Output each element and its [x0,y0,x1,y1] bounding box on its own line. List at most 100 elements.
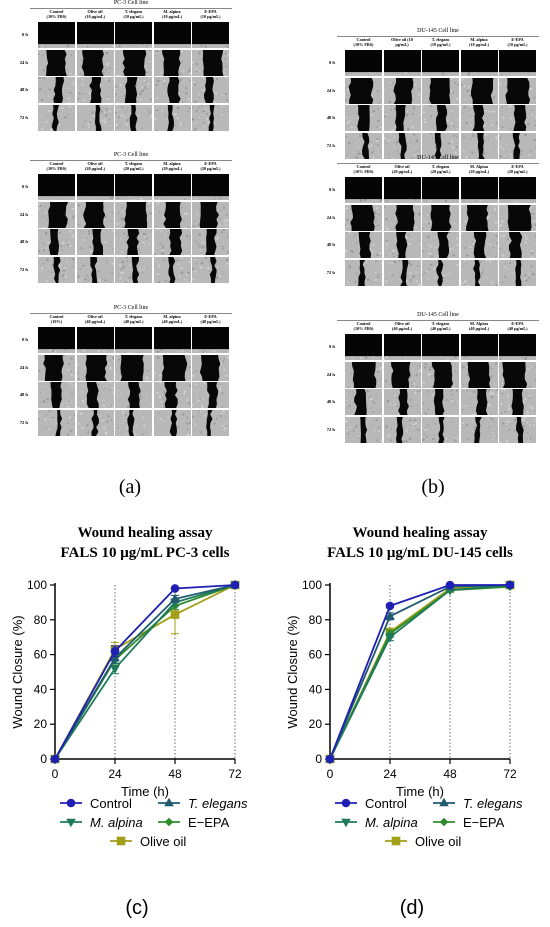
data-point [170,593,180,603]
micrograph-image [345,259,382,286]
series-line [329,584,510,760]
micrograph-image [383,177,421,203]
micrograph-image [192,22,229,48]
condition-header: M. alpina (40 μg/mL) [162,314,182,324]
timepoint-label: 24 h [326,214,335,220]
micrograph-image [345,334,382,360]
micrograph-image [38,201,75,228]
micrograph-image [460,105,498,131]
micrograph-image [499,259,536,286]
y-tick-label: 20 [34,717,48,731]
timepoint-label: 24 h [19,364,28,370]
micrograph-image [153,174,191,200]
timepoint-label: 72 h [326,142,335,148]
x-axis-label: Time (h) [121,784,169,799]
legend-item: Olive oil [110,834,186,849]
micrograph-image [345,361,382,388]
condition-header: Control (10% FBS) [46,9,67,19]
condition-header: T. elegans (10 μg/mL) [430,37,451,47]
y-tick-label: 40 [309,682,323,696]
timepoint-label: 0 h [21,32,28,37]
series-t-elegans [325,579,515,763]
micrograph-image [383,105,421,131]
legend-marker [164,817,174,827]
condition-header: Olive oil (20 μg/mL) [85,161,105,171]
micrograph-image [499,416,536,443]
micrograph-image [76,174,114,200]
legend-label: E−EPA [463,815,505,830]
data-point [385,611,395,620]
micrograph-image [460,416,498,443]
cell-line-title: DU-145 Cell line [417,155,459,161]
micrograph-image [76,409,114,436]
micrograph-image [153,256,191,283]
micrograph-image [192,201,229,228]
series-olive-oil [50,580,240,764]
x-tick-label: 48 [443,767,457,781]
micrograph-image [115,229,152,255]
micrograph-image [499,177,536,203]
condition-header: Olive oil (10 μg/mL) [391,37,413,47]
micrograph-image [345,177,382,203]
timepoint-label: 48 h [19,239,28,244]
micrograph-image [38,22,75,48]
micrograph-image [345,50,382,76]
micrograph-image [460,177,498,203]
legend-item: M. alpina [335,815,418,830]
micrograph-image [499,232,536,258]
micrograph-image [76,104,114,131]
condition-header: Control (10% FBS) [353,164,374,174]
micrograph-image [76,22,114,48]
micrograph-image [345,204,382,231]
legend-label: M. alpina [90,815,143,830]
chart-title: FALS 10 μg/mL DU-145 cells [327,545,513,561]
y-tick-label: 80 [34,613,48,627]
condition-header: T. elegans (10 μg/mL) [123,9,144,19]
series-olive-oil [325,580,515,764]
condition-header: Control (10% FBS) [353,321,374,331]
condition-header: M. alpina (10 μg/mL) [162,9,182,19]
y-axis-label: Wound Closure (%) [10,615,25,728]
series-line [54,584,236,760]
micrograph-image [115,327,152,353]
micrograph-image [499,132,536,159]
micrograph-image [460,232,498,258]
micrograph-image [153,77,191,103]
micrograph-image [422,389,459,415]
micrograph-image [499,204,536,231]
legend-marker [116,836,126,846]
y-tick-label: 60 [309,648,323,662]
condition-header: M. Alpina (20 μg/mL) [469,164,489,174]
chart-title: FALS 10 μg/mL PC-3 cells [60,545,229,561]
micrograph-image [115,201,152,228]
condition-header: E-EPA (40 μg/mL) [507,321,528,331]
micrograph-image [345,389,382,415]
micrograph-image [383,132,421,159]
micrograph-image [460,50,498,76]
micrograph-image [192,49,229,76]
micrograph-image [499,334,536,360]
micrograph-image [76,327,114,353]
x-axis-label: Time (h) [396,784,444,799]
legend-label: M. alpina [365,815,418,830]
micrograph-image [76,229,114,255]
timepoint-label: 48 h [19,87,28,92]
legend-marker [66,798,76,808]
micrograph-image [499,50,536,76]
micrograph-image [192,229,229,255]
timepoint-label: 0 h [21,184,28,189]
micrograph-image [422,416,459,443]
cell-line-title: PC-3 Cell line [113,0,149,6]
y-tick-label: 100 [302,578,322,592]
data-point [505,580,515,590]
condition-header: Olive oil (40 μg/mL) [392,321,412,331]
micrograph-image [422,177,459,203]
micrograph-image [460,132,498,159]
x-tick-label: 0 [52,767,59,781]
micrograph-image [383,334,421,360]
micrograph-image [38,382,75,408]
y-tick-label: 100 [27,578,47,592]
condition-header: E-EPA (20 μg/mL) [507,164,528,174]
legend-marker [391,836,401,846]
data-point [110,646,120,656]
